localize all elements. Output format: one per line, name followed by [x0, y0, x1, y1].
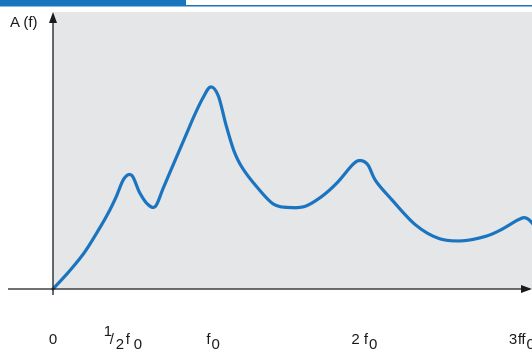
svg-text:2 f: 2 f	[351, 331, 369, 348]
chart-marks	[51, 85, 532, 291]
svg-text:0: 0	[369, 336, 377, 351]
svg-text:0: 0	[527, 336, 532, 351]
svg-text:2: 2	[116, 336, 124, 351]
x-axis-arrow-icon	[521, 285, 532, 293]
svg-text:/: /	[110, 331, 115, 348]
svg-text:f: f	[126, 331, 131, 348]
x-tick-label: 0	[49, 331, 57, 348]
x-axis-label: f	[518, 331, 523, 348]
header-bar-line	[0, 5, 532, 7]
plot-area	[53, 12, 532, 289]
spectrum-curve	[51, 85, 532, 291]
header-bar-accent	[0, 0, 186, 6]
y-axis-label: A (f)	[10, 14, 38, 31]
svg-text:0: 0	[134, 336, 142, 351]
svg-text:0: 0	[212, 336, 220, 351]
x-tick-label: 1/2 f 0	[104, 323, 142, 351]
svg-text:3 f: 3 f	[509, 331, 527, 348]
y-axis-arrow-icon	[49, 12, 57, 23]
svg-text:0: 0	[49, 331, 57, 348]
svg-text:f: f	[206, 331, 211, 348]
svg-text:1: 1	[104, 323, 112, 340]
